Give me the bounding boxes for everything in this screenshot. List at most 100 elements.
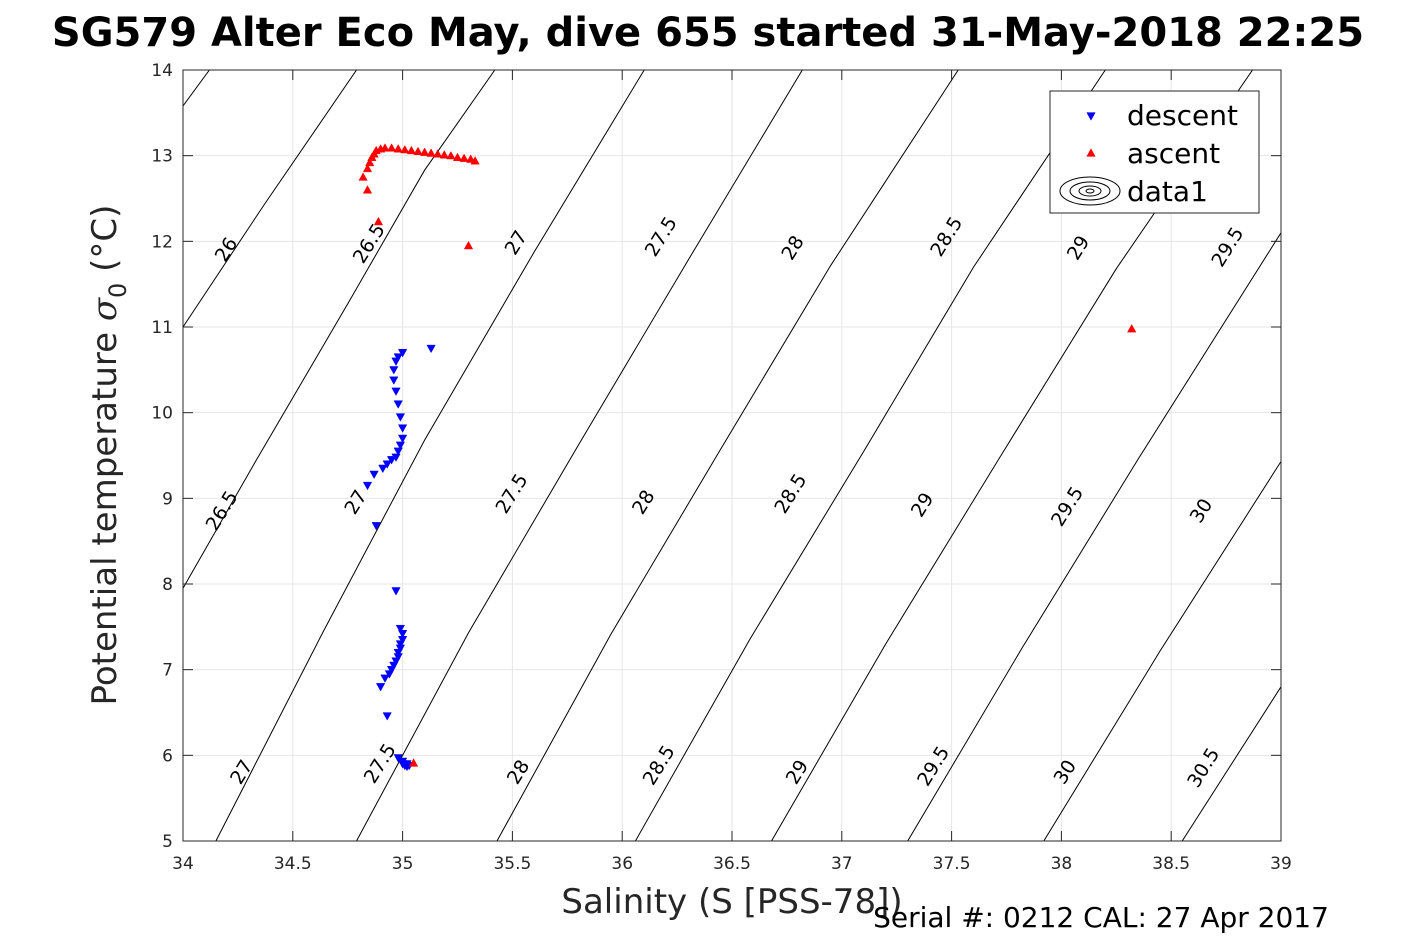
descent-point <box>362 481 373 491</box>
x-tick-label: 38.5 <box>1152 854 1190 874</box>
legend: descent ascent data1 <box>1049 90 1260 214</box>
descent-point <box>384 670 395 679</box>
descent-point <box>391 387 401 396</box>
legend-ascent-label: ascent <box>1127 137 1220 170</box>
contour-line-30 <box>907 232 1281 841</box>
ascent-point <box>413 146 423 155</box>
y-tick-label: 8 <box>162 575 173 595</box>
ascent-point <box>419 147 430 156</box>
ascent-point <box>459 153 469 162</box>
descent-point <box>397 349 408 358</box>
y-tick-label: 9 <box>162 489 173 509</box>
descent-point <box>382 712 392 721</box>
descent-point <box>391 587 401 596</box>
descent-point <box>391 357 401 367</box>
legend-items: descent ascent data1 <box>1059 99 1238 208</box>
legend-contour-icon <box>1059 176 1121 206</box>
ascent-point <box>433 149 443 158</box>
legend-box <box>1049 90 1260 214</box>
descent-point <box>397 424 408 433</box>
ascent-point <box>426 148 436 157</box>
descent-point <box>389 376 399 385</box>
y-tick-label: 11 <box>151 318 173 338</box>
y-axis-label-unit: (°C) <box>85 205 125 272</box>
descent-point <box>393 400 403 409</box>
x-tick-label: 34.5 <box>274 854 312 874</box>
legend-contour-ring <box>1085 188 1095 194</box>
legend-contour-ring <box>1059 176 1121 206</box>
y-tick-label: 7 <box>162 661 173 681</box>
y-tick-label: 5 <box>162 832 173 852</box>
legend-contour-ring <box>1078 185 1102 197</box>
ascent-point <box>393 144 403 153</box>
ascent-point <box>446 150 456 160</box>
x-tick-label: 37.5 <box>933 854 971 874</box>
legend-contour-ring <box>1069 181 1111 201</box>
descent-point <box>375 683 386 692</box>
x-tick-label: 38 <box>1051 854 1073 874</box>
ascent-point <box>406 145 417 155</box>
descent-point <box>389 661 399 671</box>
descent-point <box>386 456 397 465</box>
x-tick-label: 35.5 <box>493 854 531 874</box>
descent-point <box>378 464 388 474</box>
x-tick-label: 34 <box>172 854 194 874</box>
descent-point <box>397 636 408 645</box>
ascent-point <box>400 144 410 154</box>
ascent-point <box>373 216 384 226</box>
legend-data1-label: data1 <box>1127 175 1208 208</box>
isopycnal-contours <box>183 70 1281 841</box>
ascent-point <box>362 163 373 173</box>
y-axis-label-subscript: 0 <box>104 283 132 298</box>
contour-line-27-5 <box>215 70 645 841</box>
descent-point <box>386 666 397 675</box>
descent-point <box>395 413 406 422</box>
descent-point <box>393 653 403 662</box>
contour-line-28 <box>356 70 803 841</box>
contour-line-28-5 <box>496 70 959 841</box>
descent-point <box>397 630 408 639</box>
axis-ticks: 34 34.5 35 35.5 36 36.5 37 37.5 38 38.5 39 5 6 7 8 9 10 1… <box>151 61 1291 874</box>
y-tick-label: 13 <box>151 147 173 167</box>
descent-point <box>402 760 412 769</box>
contour-line-29 <box>634 70 1106 841</box>
ascent-point <box>365 157 375 167</box>
x-tick-label: 39 <box>1270 854 1292 874</box>
y-axis-label-group: Potential temperature σ0 (°C) <box>85 205 132 706</box>
descent-point <box>393 447 403 456</box>
serial-cal-footer: Serial #: 0212 CAL: 27 Apr 2017 <box>873 901 1329 934</box>
y-tick-label: 14 <box>151 61 173 81</box>
x-tick-label: 36.5 <box>713 854 751 874</box>
descent-point <box>397 434 408 444</box>
x-tick-label: 35 <box>392 854 414 874</box>
y-tick-label: 6 <box>162 746 173 766</box>
x-axis-label: Salinity (S [PSS-78]) <box>561 882 902 922</box>
descent-point <box>380 674 390 683</box>
y-axis-label: Potential temperature σ0 (°C) <box>85 205 132 706</box>
contour-line-30-5 <box>1043 461 1281 841</box>
ascent-point <box>1127 323 1137 333</box>
y-tick-label: 10 <box>151 404 173 424</box>
legend-descent-marker <box>1086 112 1096 121</box>
ascent-point <box>470 156 480 165</box>
ascent-point <box>463 240 474 250</box>
descent-point <box>395 441 406 450</box>
legend-ascent-marker <box>1086 148 1096 157</box>
contour-line-26 <box>183 70 210 107</box>
descent-point <box>391 657 401 666</box>
ascent-point <box>362 185 373 194</box>
descent-point <box>426 344 436 354</box>
descent-point <box>369 470 379 480</box>
contour-line-31 <box>1181 686 1281 841</box>
ascent-point <box>386 143 397 152</box>
x-tick-label: 36 <box>611 854 633 874</box>
data-points <box>358 143 1137 772</box>
contour-line-26-5 <box>183 70 357 328</box>
descent-point <box>393 648 403 658</box>
descent-point <box>393 353 403 362</box>
ascent-point <box>439 150 449 159</box>
ascent-point <box>408 758 419 767</box>
y-axis-label-text: Potential temperature <box>85 332 125 705</box>
legend-descent-label: descent <box>1127 99 1238 132</box>
descent-point <box>395 640 406 649</box>
